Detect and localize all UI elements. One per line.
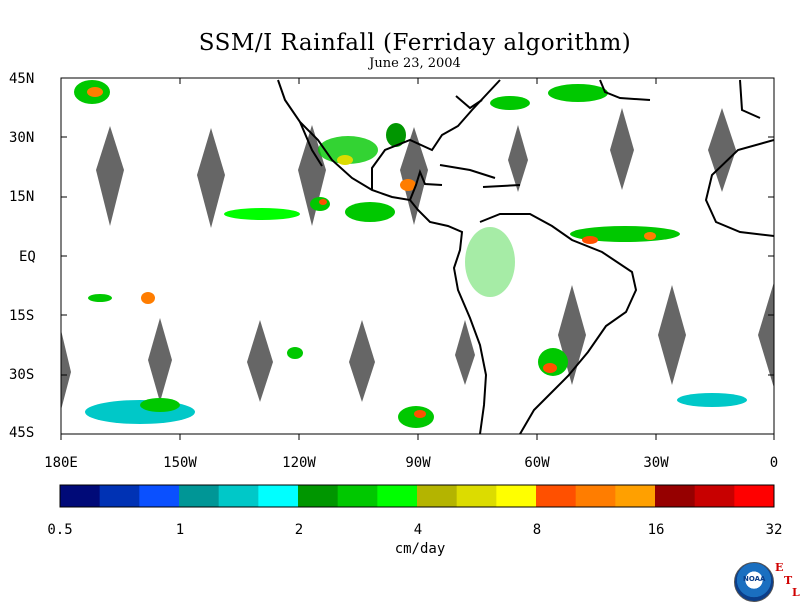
colorbar-segment [60, 485, 101, 507]
colorbar-segment [258, 485, 299, 507]
colorbar-segment [496, 485, 537, 507]
colorbar-segment [139, 485, 180, 507]
lon-label-150w: 150W [163, 455, 197, 471]
colorbar-segment [734, 485, 775, 507]
colorbar-segment [694, 485, 735, 507]
colorbar-label-32: 32 [765, 522, 783, 538]
colorbar-segment [218, 485, 259, 507]
lon-label-180e: 180E [44, 455, 78, 471]
colorbar-segment [575, 485, 616, 507]
lon-label-0: 0 [769, 455, 779, 471]
lon-label-30w: 30W [643, 455, 669, 471]
lon-label-60w: 60W [524, 455, 550, 471]
colorbar-label-16: 16 [647, 522, 665, 538]
colorbar-segment [536, 485, 577, 507]
colorbar-segment [99, 485, 140, 507]
lat-label-eq: EQ [19, 249, 36, 265]
lat-label-30s: 30S [9, 367, 35, 383]
data-gap-swaths [61, 108, 774, 410]
rainfall-patches [74, 80, 747, 428]
colorbar-segment [456, 485, 497, 507]
colorbar-segment [337, 485, 378, 507]
colorbar-label-0-5: 0.5 [47, 522, 73, 538]
lat-label-15s: 15S [9, 308, 35, 324]
noaa-logo-text: NOAA [743, 575, 766, 583]
lat-label-45s: 45S [9, 425, 35, 441]
lon-label-120w: 120W [282, 455, 316, 471]
colorbar-label-1: 1 [175, 522, 185, 538]
colorbar-segment [615, 485, 656, 507]
lat-label-30n: 30N [9, 130, 35, 146]
etl-letter-t: T [784, 574, 793, 587]
etl-letter-e: E [775, 561, 784, 574]
colorbar-segment [655, 485, 696, 507]
colorbar-label-8: 8 [532, 522, 542, 538]
lon-label-90w: 90W [405, 455, 431, 471]
etl-letter-l: L [792, 586, 800, 599]
noaa-logo-icon: NOAA [734, 562, 774, 602]
map-frame [60, 77, 775, 435]
lat-label-45n: 45N [9, 71, 35, 87]
colorbar-label-2: 2 [294, 522, 304, 538]
lat-label-15n: 15N [9, 189, 35, 205]
colorbar-segment [417, 485, 458, 507]
colorbar-border [59, 484, 775, 508]
colorbar-segment [377, 485, 418, 507]
map-date: June 23, 2004 [369, 56, 461, 71]
colorbar-label-4: 4 [413, 522, 423, 538]
colorbar-units: cm/day [394, 541, 446, 557]
colorbar-segment [179, 485, 220, 507]
coastlines [277, 79, 774, 434]
colorbar-segment [298, 485, 339, 507]
axis-ticks [60, 77, 775, 440]
colorbar [59, 484, 775, 508]
map-title: SSM/I Rainfall (Ferriday algorithm) [198, 30, 632, 56]
